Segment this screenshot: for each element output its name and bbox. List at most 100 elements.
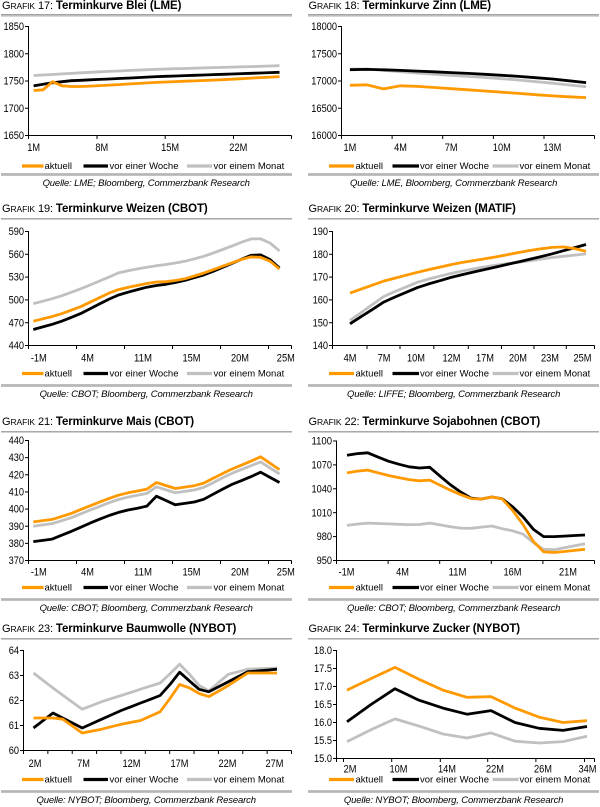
- svg-text:14M: 14M: [438, 764, 456, 776]
- svg-text:4M: 4M: [344, 352, 357, 364]
- svg-text:62: 62: [9, 695, 19, 707]
- svg-text:11M: 11M: [134, 566, 152, 578]
- svg-text:1650: 1650: [4, 130, 25, 142]
- svg-text:60: 60: [9, 745, 19, 757]
- svg-text:-1M: -1M: [339, 566, 355, 578]
- svg-text:16000: 16000: [311, 130, 337, 142]
- svg-text:170: 170: [313, 272, 328, 284]
- svg-text:12M: 12M: [123, 758, 141, 770]
- svg-text:4M: 4M: [81, 352, 94, 364]
- svg-text:vor einer Woche: vor einer Woche: [420, 583, 489, 594]
- svg-text:vor einem Monat: vor einem Monat: [520, 583, 591, 594]
- svg-text:aktuell: aktuell: [45, 369, 72, 380]
- svg-text:21M: 21M: [559, 566, 577, 578]
- svg-text:17M: 17M: [171, 758, 189, 770]
- svg-text:980: 980: [317, 531, 332, 543]
- svg-text:1070: 1070: [312, 460, 333, 472]
- svg-text:vor einer Woche: vor einer Woche: [110, 161, 179, 172]
- svg-text:-1M: -1M: [31, 352, 47, 364]
- svg-text:vor einer Woche: vor einer Woche: [420, 161, 489, 172]
- svg-text:11M: 11M: [134, 352, 152, 364]
- svg-text:vor einem Monat: vor einem Monat: [214, 583, 285, 594]
- svg-text:-1M: -1M: [31, 566, 47, 578]
- svg-text:aktuell: aktuell: [45, 583, 72, 594]
- svg-text:20M: 20M: [231, 566, 249, 578]
- svg-text:2M: 2M: [29, 758, 42, 770]
- svg-text:590: 590: [9, 226, 24, 238]
- svg-text:16.5: 16.5: [314, 699, 332, 711]
- svg-text:vor einer Woche: vor einer Woche: [420, 369, 489, 380]
- svg-text:22M: 22M: [229, 142, 247, 154]
- svg-text:25M: 25M: [277, 566, 295, 578]
- svg-text:7M: 7M: [77, 758, 90, 770]
- svg-text:140: 140: [313, 340, 328, 352]
- svg-text:27M: 27M: [266, 758, 284, 770]
- svg-text:vor einem Monat: vor einem Monat: [214, 161, 285, 172]
- svg-text:13M: 13M: [543, 142, 561, 154]
- svg-text:18000: 18000: [311, 21, 337, 33]
- svg-text:15M: 15M: [183, 566, 201, 578]
- svg-text:7M: 7M: [378, 352, 391, 364]
- svg-text:400: 400: [9, 504, 24, 516]
- svg-text:4M: 4M: [81, 566, 94, 578]
- svg-text:1M: 1M: [27, 142, 40, 154]
- svg-text:16500: 16500: [311, 103, 337, 115]
- svg-text:2M: 2M: [344, 764, 357, 776]
- svg-text:15.0: 15.0: [314, 753, 332, 765]
- svg-text:vor einer Woche: vor einer Woche: [110, 583, 179, 594]
- svg-text:16.0: 16.0: [314, 717, 332, 729]
- svg-text:vor einer Woche: vor einer Woche: [110, 369, 179, 380]
- svg-text:420: 420: [9, 469, 24, 481]
- svg-text:1M: 1M: [344, 142, 357, 154]
- svg-text:500: 500: [9, 295, 24, 307]
- svg-text:10M: 10M: [493, 142, 511, 154]
- svg-text:18.0: 18.0: [314, 645, 332, 657]
- svg-text:61: 61: [9, 720, 19, 732]
- svg-text:vor einem Monat: vor einem Monat: [214, 775, 285, 786]
- svg-text:440: 440: [9, 340, 24, 352]
- svg-text:aktuell: aktuell: [356, 369, 383, 380]
- svg-text:1040: 1040: [312, 483, 333, 495]
- svg-text:4M: 4M: [396, 566, 409, 578]
- svg-text:1010: 1010: [312, 507, 333, 519]
- svg-text:190: 190: [313, 226, 328, 238]
- svg-text:10M: 10M: [407, 352, 425, 364]
- svg-text:180: 180: [313, 249, 328, 261]
- svg-text:440: 440: [9, 435, 24, 447]
- svg-text:22M: 22M: [486, 764, 504, 776]
- svg-text:470: 470: [9, 317, 24, 329]
- svg-text:17000: 17000: [311, 76, 337, 88]
- svg-text:1850: 1850: [4, 21, 25, 33]
- svg-text:aktuell: aktuell: [356, 161, 383, 172]
- svg-text:15M: 15M: [161, 142, 179, 154]
- svg-text:17500: 17500: [311, 48, 337, 60]
- svg-text:11M: 11M: [449, 566, 467, 578]
- svg-text:34M: 34M: [579, 764, 597, 776]
- svg-text:390: 390: [9, 521, 24, 533]
- svg-text:23M: 23M: [541, 352, 559, 364]
- svg-text:8M: 8M: [95, 142, 108, 154]
- svg-text:7M: 7M: [445, 142, 458, 154]
- svg-text:380: 380: [9, 538, 24, 550]
- svg-text:aktuell: aktuell: [356, 583, 383, 594]
- svg-text:150: 150: [313, 317, 328, 329]
- svg-text:20M: 20M: [231, 352, 249, 364]
- svg-text:160: 160: [313, 295, 328, 307]
- svg-text:aktuell: aktuell: [45, 775, 72, 786]
- svg-text:26M: 26M: [534, 764, 552, 776]
- svg-text:63: 63: [9, 670, 19, 682]
- svg-text:4M: 4M: [394, 142, 407, 154]
- svg-text:vor einem Monat: vor einem Monat: [520, 775, 591, 786]
- svg-text:17M: 17M: [476, 352, 494, 364]
- svg-text:25M: 25M: [574, 352, 592, 364]
- svg-text:430: 430: [9, 452, 24, 464]
- svg-text:370: 370: [9, 555, 24, 567]
- svg-text:25M: 25M: [277, 352, 295, 364]
- svg-text:15M: 15M: [183, 352, 201, 364]
- svg-text:22M: 22M: [219, 758, 237, 770]
- svg-text:1750: 1750: [4, 76, 25, 88]
- svg-text:20M: 20M: [509, 352, 527, 364]
- svg-text:1100: 1100: [312, 436, 333, 448]
- svg-text:1700: 1700: [4, 103, 25, 115]
- svg-text:vor einem Monat: vor einem Monat: [520, 161, 591, 172]
